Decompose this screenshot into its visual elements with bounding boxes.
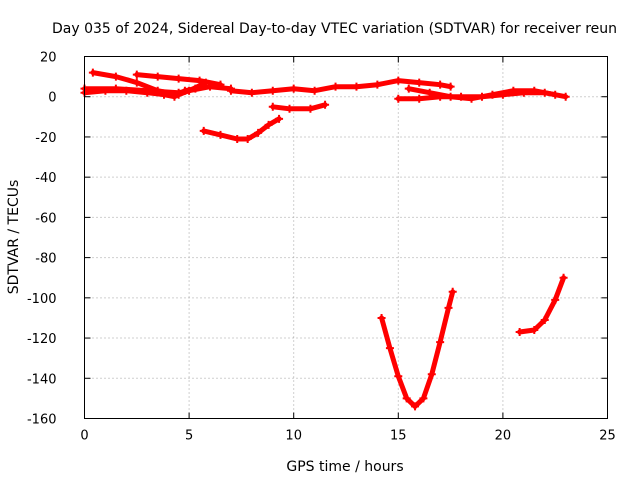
data-point [268,86,277,95]
data-point [180,86,189,95]
data-point [446,92,455,101]
series-line [379,289,456,409]
data-point [321,100,330,109]
x-tick-label: 0 [80,429,88,444]
data-point [530,326,539,335]
plot-frame [84,56,608,419]
y-tick-label: -100 [27,292,57,307]
data-point [427,370,436,379]
data-point [233,134,242,143]
data-point [191,84,200,93]
grid [84,56,608,419]
data-point [170,92,179,101]
data-point [306,104,315,113]
y-axis-label: SDTVAR / TECUs [6,180,22,295]
series-arc-11 [515,273,568,337]
data-point [559,273,568,282]
data-point [195,76,204,85]
x-tick-label: 20 [495,429,512,444]
data-point [310,86,319,95]
data-point [515,328,524,337]
data-point [419,394,428,403]
data-point [394,76,403,85]
y-tick-label: -60 [35,211,56,226]
data-point [509,86,518,95]
x-tick-label: 25 [599,429,616,444]
y-tick-label: 20 [40,51,57,66]
data-point [331,82,340,91]
data-point [377,313,386,322]
y-tick-label: -160 [27,413,57,428]
data-point [199,126,208,135]
data-point [415,94,424,103]
data-point [436,80,445,89]
series-arc-9 [199,114,284,143]
data-point [411,402,420,411]
y-tick-label: -120 [27,332,57,347]
data-point [352,82,361,91]
data-point [436,338,445,347]
y-tick-label: -40 [35,171,56,186]
data-point [530,86,539,95]
data-point [488,90,497,99]
data-point [153,72,162,81]
data-point [385,344,394,353]
series-line [270,102,328,112]
data-point [444,303,453,312]
y-tick-label: 0 [48,91,56,106]
data-point [132,78,141,87]
data-point [247,88,256,97]
data-point [216,80,225,89]
data-point [394,372,403,381]
data-point [402,394,411,403]
data-point [404,84,413,93]
data-point [268,102,277,111]
x-tick-label: 10 [285,429,302,444]
series-layer [80,68,570,411]
data-point [159,90,168,99]
y-tick-label: -80 [35,252,56,267]
data-point [143,88,152,97]
data-point [122,86,131,95]
data-point [561,92,570,101]
series-arc-7 [404,84,560,103]
data-point [275,114,284,123]
y-tick-label: -140 [27,372,57,387]
data-point [88,68,97,77]
data-point [216,130,225,139]
data-point [132,70,141,79]
data-point [254,128,263,137]
data-point [540,315,549,324]
data-point [264,120,273,129]
series-arc-3 [132,70,225,89]
data-point [226,86,235,95]
series-arc-5 [226,76,455,97]
series-arc-10 [377,287,457,411]
data-point [373,80,382,89]
x-tick-label: 15 [390,429,407,444]
data-point [448,287,457,296]
data-point [111,72,120,81]
chart-title: Day 035 of 2024, Sidereal Day-to-day VTE… [52,21,617,37]
data-point [446,82,455,91]
data-point [101,86,110,95]
data-point [174,74,183,83]
series-arc-8 [268,100,330,113]
data-point [285,104,294,113]
data-point [467,94,476,103]
data-point [425,88,434,97]
x-axis-label: GPS time / hours [286,459,403,475]
data-point [394,94,403,103]
data-point [289,84,298,93]
data-point [415,78,424,87]
data-point [551,295,560,304]
y-tick-label: -20 [35,131,56,146]
x-tick-label: 5 [185,429,193,444]
data-point [243,134,252,143]
data-point [551,90,560,99]
ticks: 0 5 10 15 20 25 20 0 -20 -40 -60 -80 -100 -120 -140 -16… [27,51,616,444]
